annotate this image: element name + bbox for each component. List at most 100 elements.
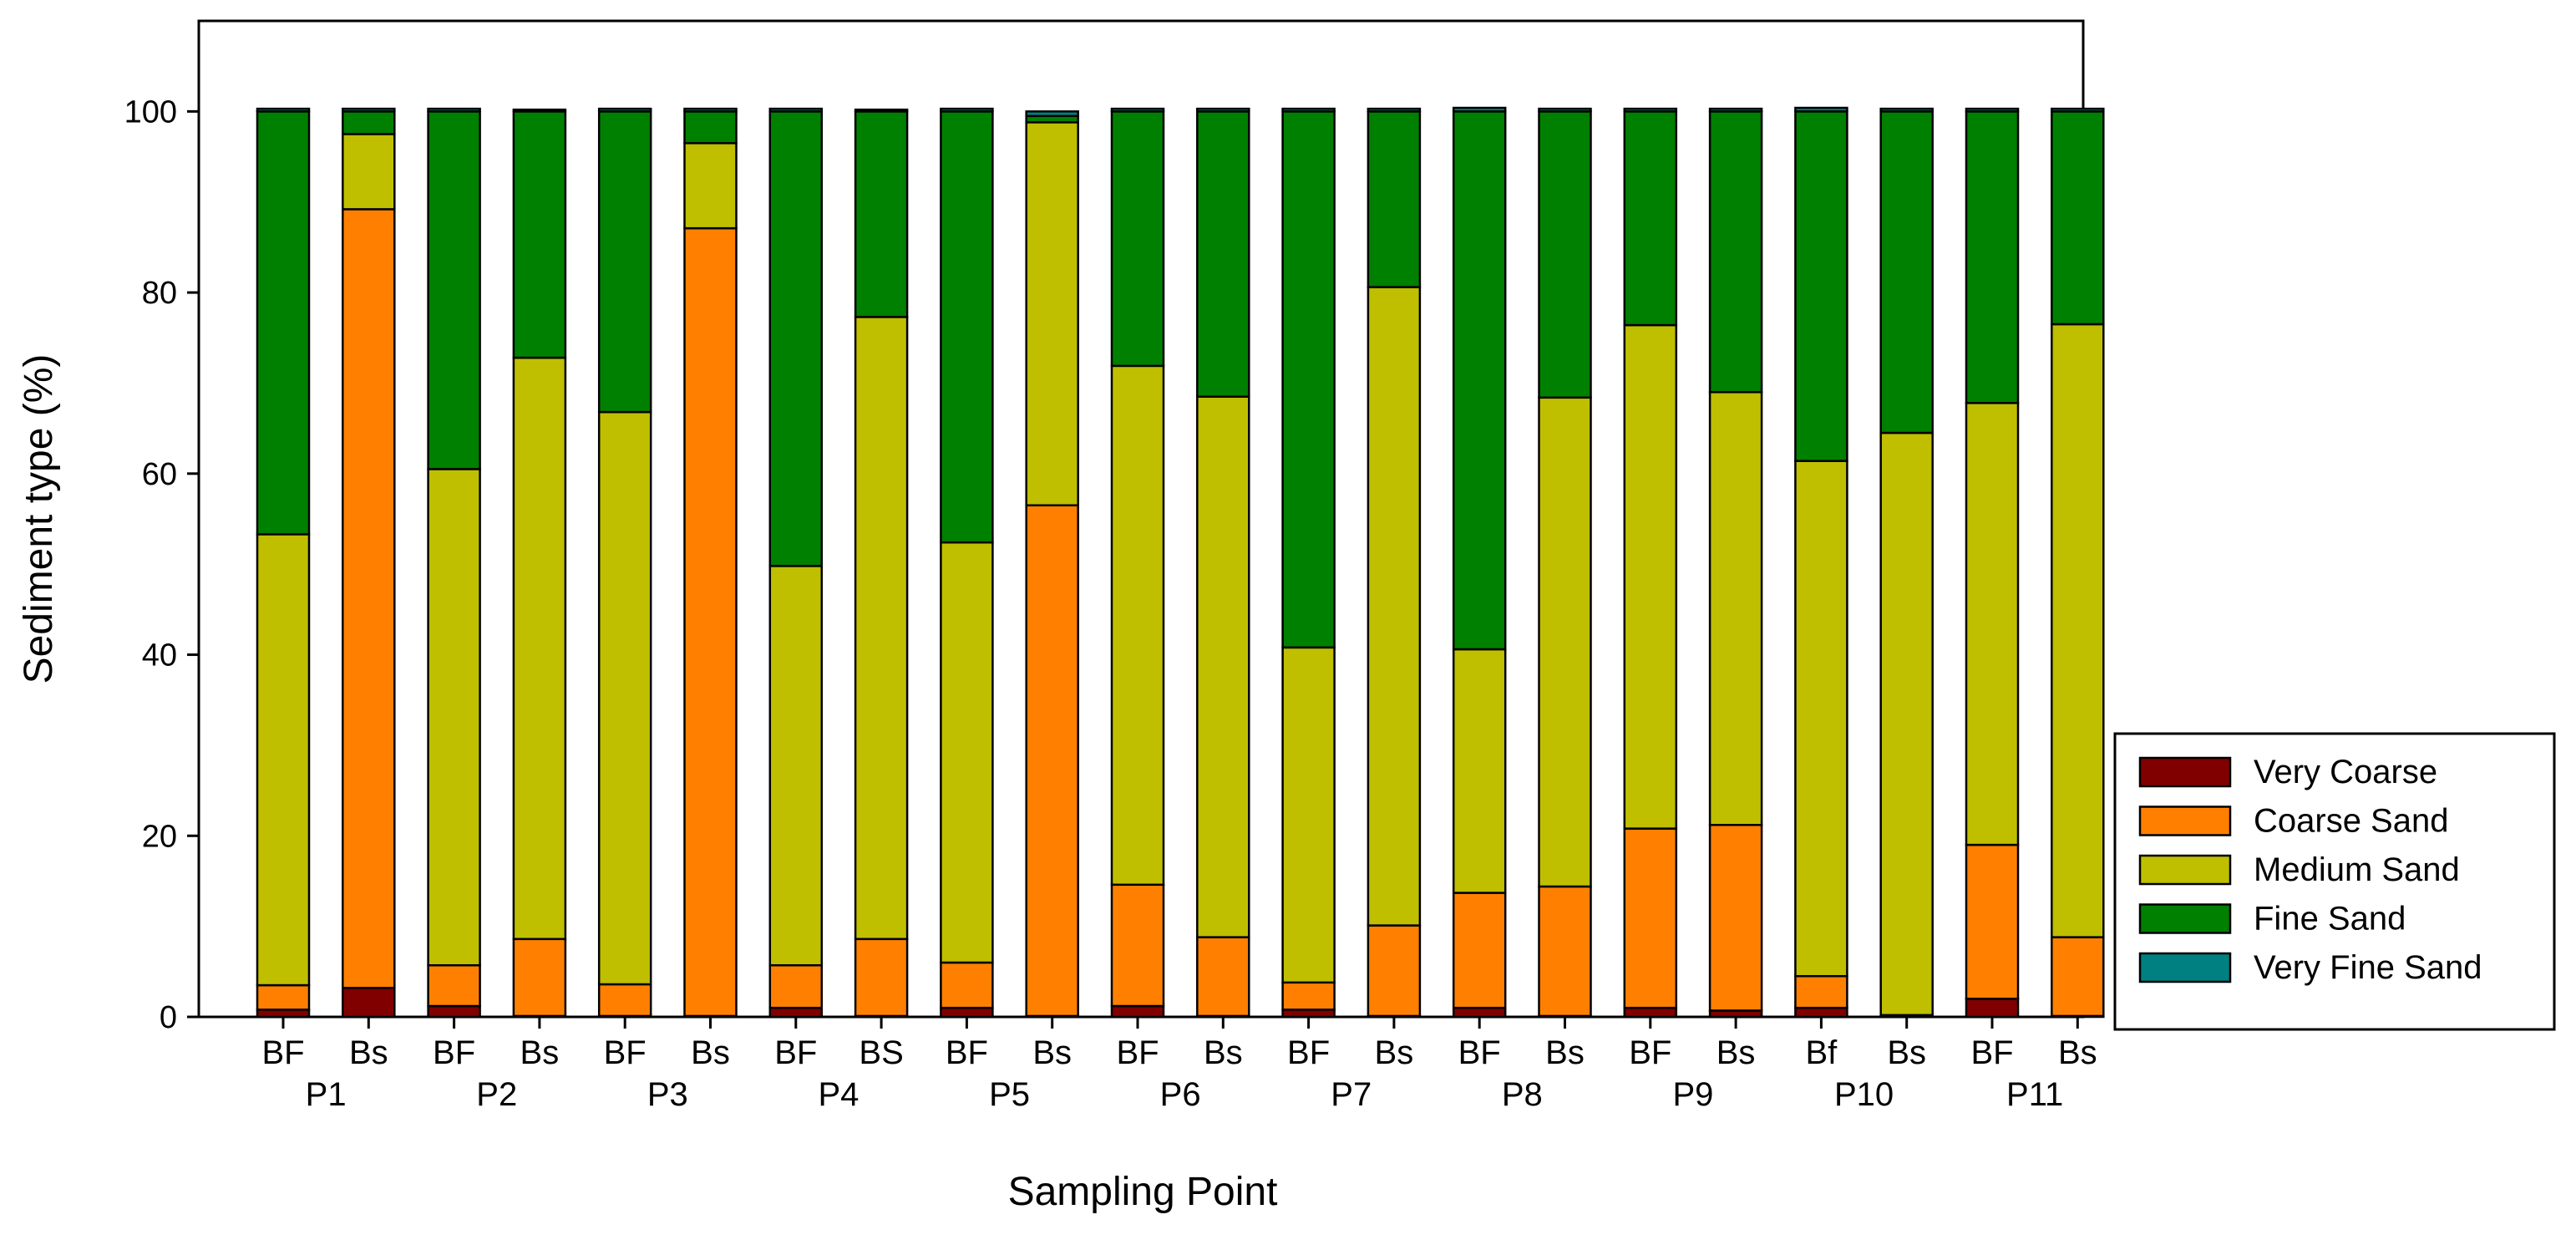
- x-tick-label: BF: [261, 1034, 304, 1071]
- bar-segment: [512, 938, 567, 1018]
- legend-items: Very Coarse Coarse Sand Medium Sand Fine Sa…: [2138, 754, 2482, 986]
- bar-segment: [683, 107, 738, 113]
- legend-swatch: [2138, 805, 2232, 836]
- x-tick-label: Bf: [1806, 1034, 1838, 1071]
- bar-segment: [1367, 924, 1422, 1018]
- x-tick-label: BF: [1629, 1034, 1671, 1071]
- bar-segment: [1025, 110, 1079, 118]
- legend-swatch: [2138, 854, 2232, 886]
- bar-segment: [940, 110, 994, 544]
- bar-segment: [1794, 106, 1848, 113]
- bar-segment: [512, 108, 567, 113]
- x-tick-label: BF: [604, 1034, 647, 1071]
- x-group-label: P9: [1672, 1076, 1713, 1113]
- y-tick-label: 40: [142, 638, 177, 673]
- bar-segment: [1025, 121, 1079, 506]
- x-group-label: P2: [476, 1076, 517, 1113]
- bar-segment: [2051, 107, 2105, 113]
- y-tick-label: 20: [142, 819, 177, 854]
- bar-segment: [1452, 106, 1507, 113]
- legend-label: Very Coarse: [2254, 754, 2437, 790]
- bar-segment: [1196, 936, 1250, 1018]
- bar-segment: [1538, 107, 1592, 113]
- bar-segment: [1879, 431, 1934, 1017]
- bar-segment: [1110, 1004, 1165, 1019]
- bar-segment: [256, 1009, 311, 1019]
- bar-segment: [1965, 998, 2020, 1019]
- bar-segment: [342, 110, 396, 135]
- x-tick-label: Bs: [691, 1034, 730, 1071]
- legend-swatch: [2138, 952, 2232, 983]
- x-tick-label: BF: [946, 1034, 988, 1071]
- bar-segment: [940, 107, 994, 113]
- bar-segment: [1794, 110, 1848, 462]
- bar-segment: [1367, 110, 1422, 288]
- bar-segment: [2051, 936, 2105, 1018]
- bar-segment: [512, 356, 567, 941]
- bar-segment: [1708, 110, 1763, 394]
- bar-segment: [683, 226, 738, 1018]
- bar-segment: [1965, 107, 2020, 113]
- bar-segment: [1281, 981, 1336, 1011]
- bar-segment: [768, 565, 824, 967]
- bar-segment: [1025, 504, 1079, 1018]
- y-tick-label: 0: [160, 1000, 177, 1035]
- bar-segment: [1452, 1006, 1507, 1019]
- bar-segment: [1196, 395, 1250, 938]
- x-tick-label: Bs: [2058, 1034, 2097, 1071]
- bar-segment: [256, 533, 311, 987]
- bar-segment: [1879, 110, 1934, 434]
- bar-segment: [854, 110, 909, 318]
- bar-segment: [597, 107, 652, 113]
- x-group-label: P11: [2006, 1076, 2063, 1113]
- bar-segment: [683, 142, 738, 230]
- bar-segment: [597, 983, 652, 1018]
- bar-segment: [1281, 646, 1336, 984]
- bar-segment: [256, 107, 311, 113]
- x-tick-label: Bs: [1032, 1034, 1072, 1071]
- x-tick-label: BF: [774, 1034, 817, 1071]
- bar-segment: [427, 1004, 481, 1019]
- legend-label: Fine Sand: [2254, 901, 2406, 938]
- bar-segment: [342, 987, 396, 1019]
- bar-segment: [768, 963, 824, 1009]
- bar-segment: [1708, 391, 1763, 826]
- bar-segment: [1708, 824, 1763, 1012]
- bar-segment: [1965, 843, 2020, 1000]
- bar-segment: [1281, 110, 1336, 649]
- bar-segment: [256, 983, 311, 1011]
- legend-label: Coarse Sand: [2254, 803, 2448, 840]
- bar-segment: [1110, 110, 1165, 368]
- x-axis-ticks: BF Bs BF Bs BF Bs BF BS BF Bs BF Bs BF Bs BF Bs BF Bs Bf Bs…: [261, 1017, 2097, 1113]
- x-tick-label: BS: [859, 1034, 903, 1071]
- bar-segment: [1367, 107, 1422, 113]
- bar-segment: [1110, 364, 1165, 887]
- bar-segment: [1110, 883, 1165, 1008]
- x-tick-label: Bs: [1204, 1034, 1243, 1071]
- bar-segment: [768, 110, 824, 567]
- y-tick-label: 80: [142, 276, 177, 311]
- bars: [256, 106, 2105, 1019]
- bar-segment: [854, 938, 909, 1018]
- bar-segment: [1623, 107, 1678, 113]
- bar-segment: [256, 110, 311, 536]
- bar-segment: [768, 107, 824, 113]
- bar-segment: [1452, 892, 1507, 1009]
- bar-segment: [1623, 323, 1678, 830]
- bar-segment: [1623, 110, 1678, 327]
- bar-segment: [512, 110, 567, 359]
- bar-segment: [342, 133, 396, 211]
- y-tick-label: 60: [142, 457, 177, 492]
- bar-segment: [854, 316, 909, 941]
- bar-segment: [1367, 286, 1422, 927]
- x-tick-label: Bs: [1375, 1034, 1414, 1071]
- x-tick-label: Bs: [1887, 1034, 1926, 1071]
- bar-segment: [1623, 1006, 1678, 1019]
- bar-segment: [1965, 110, 2020, 404]
- bar-segment: [427, 110, 481, 470]
- y-axis-title: Sediment type (%): [17, 354, 61, 684]
- x-group-label: P7: [1331, 1076, 1372, 1113]
- bar-segment: [1794, 460, 1848, 978]
- x-tick-label: BF: [433, 1034, 475, 1071]
